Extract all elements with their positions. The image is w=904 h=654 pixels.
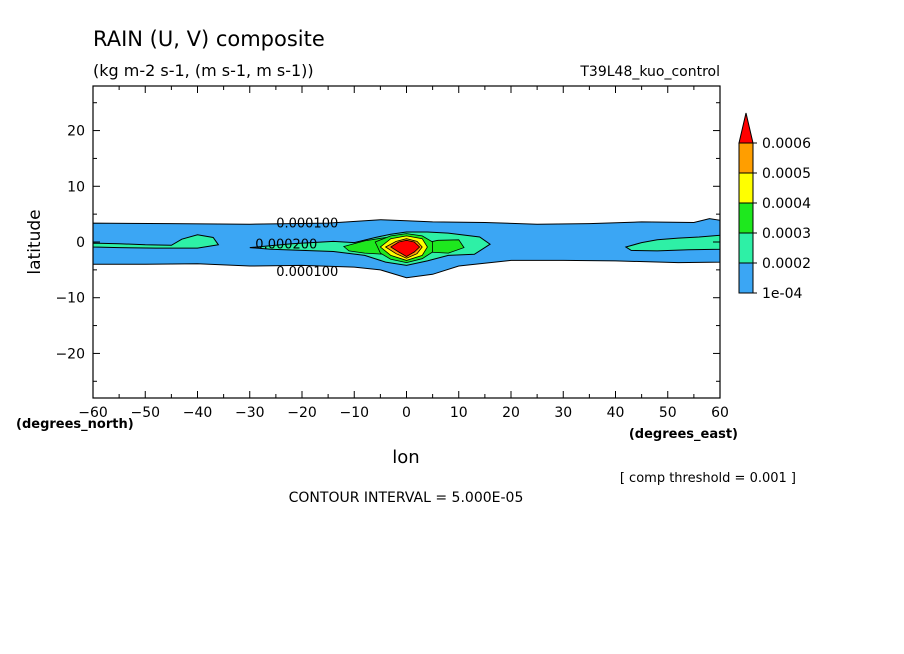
x-tick-label: 50	[659, 405, 677, 421]
x-tick-label: −30	[235, 405, 265, 421]
x-tick-label: 0	[402, 405, 411, 421]
x-tick-label: 20	[502, 405, 520, 421]
x-tick-label: −10	[339, 405, 369, 421]
contour-labels: 0.000100 0.000200 0.000100	[255, 217, 338, 280]
colorbar-swatch	[738, 262, 754, 294]
y-tick-label: 0	[76, 235, 85, 251]
x-tick-label: 30	[554, 405, 572, 421]
chart-title: RAIN (U, V) composite	[93, 27, 325, 51]
y-unit-label: (degrees_north)	[16, 417, 134, 432]
y-axis: −20 −10 0 10 20	[55, 102, 720, 382]
colorbar-top-triangle	[738, 112, 754, 144]
colorbar-label: 0.0005	[762, 166, 811, 182]
colorbar: 1e-04 0.0002 0.0003 0.0004 0.0005 0.0006	[738, 112, 811, 302]
colorbar-swatch	[738, 232, 754, 264]
contour-band-level-2	[92, 234, 220, 249]
contour-label: 0.000200	[255, 238, 317, 253]
x-unit-label: (degrees_east)	[629, 427, 738, 442]
colorbar-label: 0.0003	[762, 226, 811, 242]
plot-area	[92, 85, 721, 399]
chart-subtitle: (kg m-2 s-1, (m s-1, m s-1))	[93, 61, 314, 80]
colorbar-label: 1e-04	[762, 286, 802, 302]
x-tick-label: −40	[183, 405, 213, 421]
comp-threshold-note: [ comp threshold = 0.001 ]	[620, 471, 796, 486]
x-axis-label: lon	[392, 447, 419, 468]
x-tick-label: 40	[607, 405, 625, 421]
x-tick-label: −60	[78, 405, 108, 421]
x-tick-label: 10	[450, 405, 468, 421]
contour-label: 0.000100	[276, 265, 338, 280]
x-tick-label: 60	[711, 405, 729, 421]
contour-interval-note: CONTOUR INTERVAL = 5.000E-05	[289, 490, 524, 506]
x-tick-label: −20	[287, 405, 317, 421]
colorbar-swatch	[738, 202, 754, 234]
run-label: T39L48_kuo_control	[579, 64, 720, 80]
y-tick-label: −20	[55, 346, 85, 362]
contour-band-level-6	[390, 239, 421, 257]
contour-label: 0.000100	[276, 217, 338, 232]
y-tick-label: −10	[55, 291, 85, 307]
y-axis-label: latitude	[25, 209, 45, 274]
colorbar-label: 0.0006	[762, 136, 811, 152]
x-axis: −60 −50 −40 −30 −20 −10 0 10 20 30 40 50 60	[78, 86, 729, 421]
colorbar-label: 0.0004	[762, 196, 811, 212]
y-tick-label: 10	[67, 179, 85, 195]
y-tick-label: 20	[67, 124, 85, 140]
x-tick-label: −50	[130, 405, 160, 421]
colorbar-swatch	[738, 172, 754, 204]
colorbar-swatch	[738, 142, 754, 174]
colorbar-label: 0.0002	[762, 256, 811, 272]
